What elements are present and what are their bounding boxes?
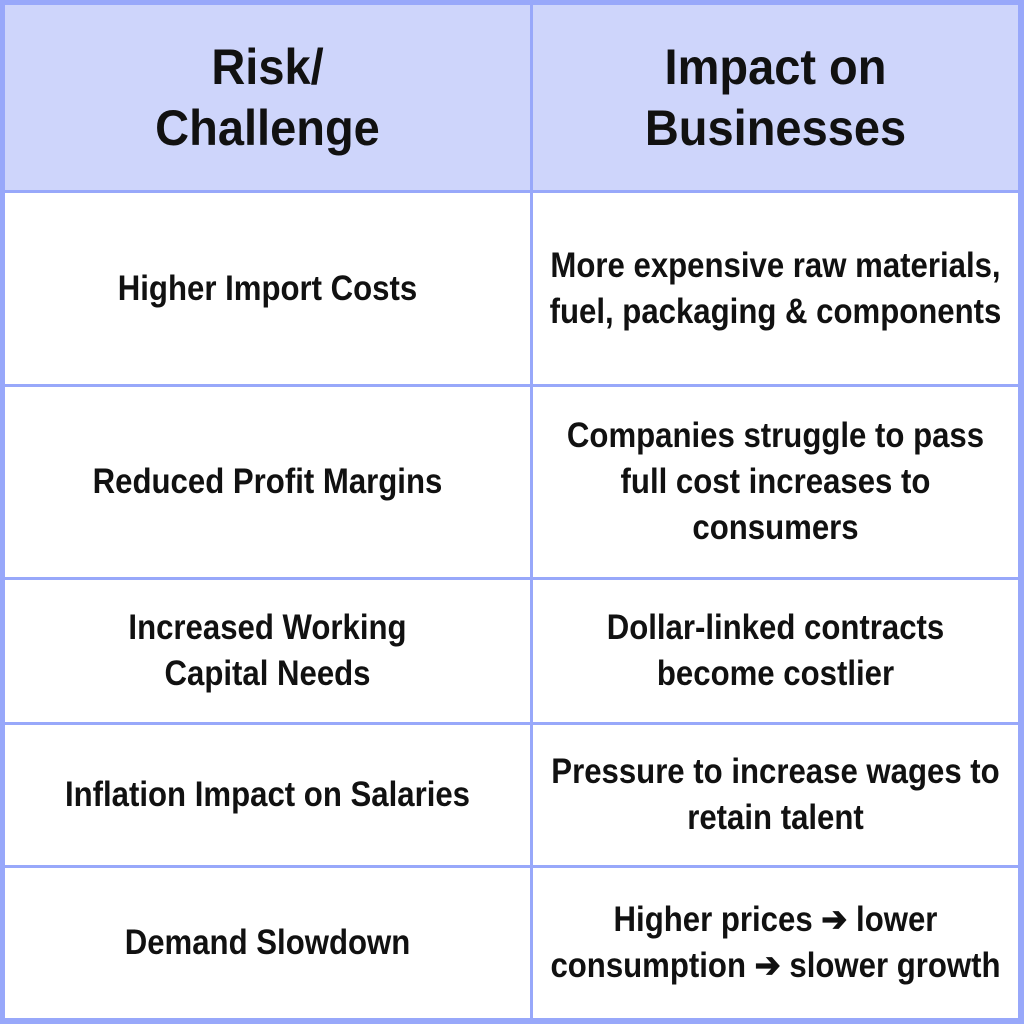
- comparison-table: Risk/ Challenge Impact on Businesses Hig…: [5, 5, 1018, 1018]
- row-1-risk-text: Higher Import Costs: [117, 268, 418, 308]
- row-2-risk-cell: Reduced Profit Margins: [5, 387, 530, 577]
- row-1-risk-cell: Higher Import Costs: [5, 193, 530, 384]
- header-impact-on-businesses-label: Impact on Businesses: [644, 38, 907, 156]
- row-4-impact-cell: Pressure to increase wages to retain tal…: [533, 725, 1018, 865]
- row-1-impact-text: More expensive raw materials, fuel, pack…: [549, 245, 1002, 331]
- header-cell-risk-challenge: Risk/ Challenge: [5, 5, 530, 190]
- row-4-risk-text: Inflation Impact on Salaries: [64, 775, 471, 814]
- row-5-impact-cell: Higher prices ➔ lower consumption ➔ slow…: [533, 868, 1018, 1018]
- row-5-risk-cell: Demand Slowdown: [5, 868, 530, 1018]
- row-2-impact-text: Companies struggle to pass full cost inc…: [566, 416, 985, 547]
- row-2-risk-text: Reduced Profit Margins: [92, 462, 443, 501]
- row-4-risk-cell: Inflation Impact on Salaries: [5, 725, 530, 865]
- row-5-impact-text: Higher prices ➔ lower consumption ➔ slow…: [550, 900, 1001, 985]
- row-2-impact-cell: Companies struggle to pass full cost inc…: [533, 387, 1018, 577]
- header-risk-challenge-label: Risk/ Challenge: [155, 38, 380, 156]
- row-4-impact-text: Pressure to increase wages to retain tal…: [551, 752, 1000, 837]
- row-3-impact-text: Dollar-linked contracts become costlier: [606, 608, 945, 693]
- row-5-risk-text: Demand Slowdown: [124, 923, 411, 962]
- row-3-impact-cell: Dollar-linked contracts become costlier: [533, 580, 1018, 722]
- row-1-impact-cell: More expensive raw materials, fuel, pack…: [533, 193, 1018, 384]
- row-3-risk-text: Increased Working Capital Needs: [128, 608, 407, 693]
- header-cell-impact-on-businesses: Impact on Businesses: [533, 5, 1018, 190]
- row-3-risk-cell: Increased Working Capital Needs: [5, 580, 530, 722]
